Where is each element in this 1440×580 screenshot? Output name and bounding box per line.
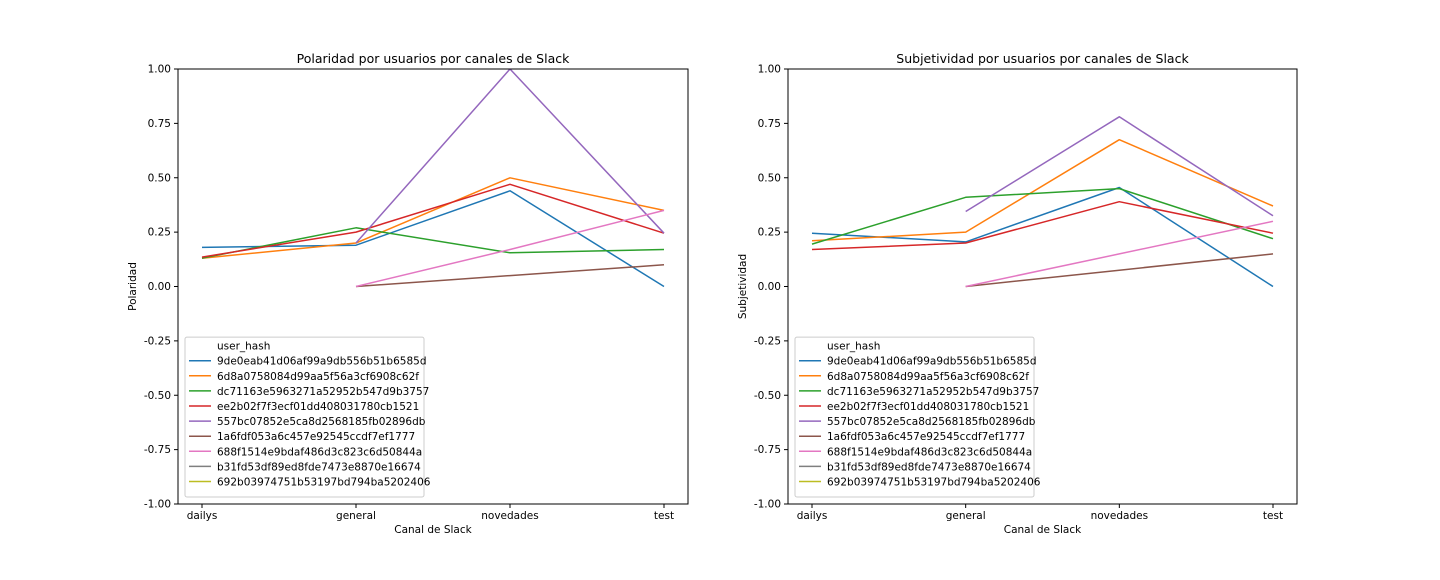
x-tick-label: dailys <box>187 510 218 522</box>
y-tick-label: -0.75 <box>144 444 171 456</box>
y-tick-label: 0.00 <box>148 281 171 293</box>
y-tick-label: -0.75 <box>754 444 781 456</box>
legend-entry: 6d8a0758084d99aa5f56a3cf6908c62f <box>217 371 419 383</box>
series-line-6 <box>355 264 665 288</box>
series-line-3 <box>811 187 1274 245</box>
chart-title: Polaridad por usuarios por canales de Sl… <box>297 51 570 66</box>
legend-box <box>794 336 1035 498</box>
chart-panel-2: Subjetividad por usuarios por canales de… <box>737 51 1298 536</box>
legend-entry: 688f1514e9bdaf486d3c823c6d50844a <box>827 446 1032 458</box>
x-tick-label: test <box>1263 510 1283 522</box>
legend-entry: 692b03974751b53197bd794ba5202406 <box>217 477 431 489</box>
legend-entry: b31fd53df89ed8fde7473e8870e16674 <box>217 461 421 473</box>
legend-entry: 692b03974751b53197bd794ba5202406 <box>827 477 1041 489</box>
legend-entry: ee2b02f7f3ecf01dd408031780cb1521 <box>217 401 419 413</box>
legend-entry: 6d8a0758084d99aa5f56a3cf6908c62f <box>827 371 1029 383</box>
legend-entry: 557bc07852e5ca8d2568185fb02896db <box>217 416 426 428</box>
legend-entry: 688f1514e9bdaf486d3c823c6d50844a <box>217 446 422 458</box>
legend-title: user_hash <box>217 341 270 353</box>
plot-frame <box>177 68 689 505</box>
y-tick-label: -0.50 <box>754 390 781 402</box>
legend-entry: 9de0eab41d06af99a9db556b51b6585d <box>827 356 1037 368</box>
chart-title: Subjetividad por usuarios por canales de… <box>896 51 1189 66</box>
y-tick-label: 0.75 <box>758 118 781 130</box>
y-tick-label: -1.00 <box>754 499 781 511</box>
x-tick-label: general <box>946 510 986 522</box>
x-tick-label: dailys <box>797 510 828 522</box>
y-axis-label: Polaridad <box>127 262 139 311</box>
y-tick-label: -0.25 <box>754 335 781 347</box>
y-tick-label: -0.50 <box>144 390 171 402</box>
y-tick-label: 0.25 <box>758 227 781 239</box>
y-axis-label: Subjetividad <box>737 254 749 319</box>
legend-title: user_hash <box>827 341 880 353</box>
y-tick-label: 1.00 <box>148 64 171 76</box>
legend-entry: 1a6fdf053a6c457e92545ccdf7ef1777 <box>217 431 415 443</box>
legend-entry: 557bc07852e5ca8d2568185fb02896db <box>827 416 1036 428</box>
x-tick-label: general <box>336 510 376 522</box>
chart-panel-1: Polaridad por usuarios por canales de Sl… <box>127 51 689 536</box>
y-tick-label: 0.00 <box>758 281 781 293</box>
series-line-4 <box>811 200 1274 251</box>
series-line-6 <box>965 253 1274 288</box>
y-tick-label: -1.00 <box>144 499 171 511</box>
legend-box <box>184 336 425 498</box>
legend: user_hash 9de0eab41d06af99a9db556b51b6585… <box>184 336 431 498</box>
legend-entry: 9de0eab41d06af99a9db556b51b6585d <box>217 356 427 368</box>
x-axis-label: Canal de Slack <box>394 524 472 536</box>
legend: user_hash 9de0eab41d06af99a9db556b51b6585… <box>794 336 1041 498</box>
plot-frame <box>787 68 1298 505</box>
x-tick-label: test <box>654 510 674 522</box>
y-tick-label: 1.00 <box>758 64 781 76</box>
series-line-3 <box>201 227 665 259</box>
series-line-2 <box>811 138 1274 242</box>
series-line-2 <box>201 177 665 259</box>
legend-entry: ee2b02f7f3ecf01dd408031780cb1521 <box>827 401 1029 413</box>
series-line-1 <box>201 190 665 288</box>
series-line-7 <box>355 209 665 288</box>
legend-entry: b31fd53df89ed8fde7473e8870e16674 <box>827 461 1031 473</box>
legend-entry: dc71163e5963271a52952b547d9b3757 <box>217 386 429 398</box>
y-tick-label: 0.75 <box>148 118 171 130</box>
x-tick-label: novedades <box>1091 510 1148 522</box>
x-axis-label: Canal de Slack <box>1004 524 1082 536</box>
y-tick-label: -0.25 <box>144 335 171 347</box>
series-line-5 <box>965 116 1274 217</box>
legend-entry: dc71163e5963271a52952b547d9b3757 <box>827 386 1039 398</box>
series-line-7 <box>965 220 1274 288</box>
x-tick-label: novedades <box>481 510 538 522</box>
y-tick-label: 0.50 <box>148 172 171 184</box>
series-line-5 <box>355 69 665 244</box>
legend-entry: 1a6fdf053a6c457e92545ccdf7ef1777 <box>827 431 1025 443</box>
y-tick-label: 0.50 <box>758 172 781 184</box>
y-tick-label: 0.25 <box>148 227 171 239</box>
series-line-4 <box>201 183 665 258</box>
